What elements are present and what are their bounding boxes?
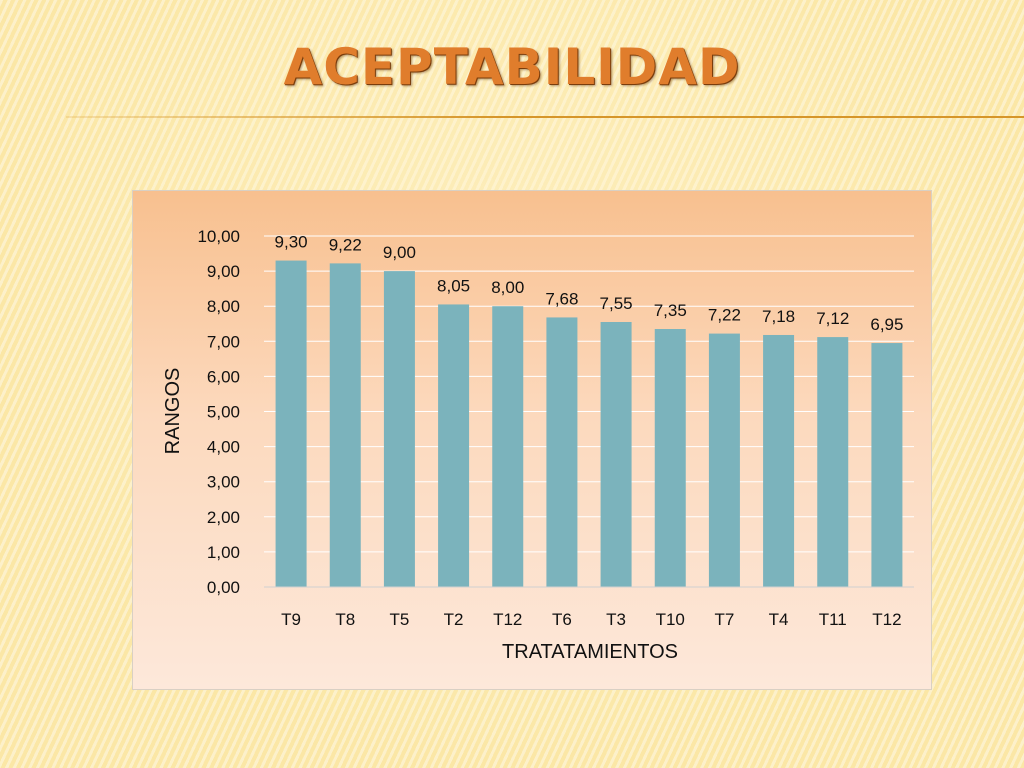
y-tick-label: 7,00 (207, 332, 240, 351)
bar (438, 304, 470, 587)
x-tick-label: T6 (552, 610, 572, 629)
x-tick-label: T12 (872, 610, 901, 629)
x-tick-label: T3 (606, 610, 626, 629)
x-tick-label: T12 (493, 610, 522, 629)
y-tick-label: 9,00 (207, 262, 240, 281)
data-label: 6,95 (870, 315, 903, 334)
bar (708, 333, 740, 587)
y-axis-title: RANGOS (162, 368, 184, 455)
x-axis-ticks: T9 T8 T5 T2 T12 T6 T3 T10 T7 T4 T11 T12 (281, 610, 901, 629)
y-tick-label: 6,00 (207, 367, 240, 386)
bar (600, 321, 632, 587)
data-label: 7,22 (708, 306, 741, 325)
data-label: 7,18 (762, 307, 795, 326)
bar (763, 334, 795, 587)
x-tick-label: T5 (389, 610, 409, 629)
bar (546, 317, 578, 587)
y-tick-label: 10,00 (197, 227, 240, 246)
y-tick-label: 2,00 (207, 508, 240, 527)
data-label: 8,00 (491, 278, 524, 297)
data-label: 9,22 (329, 235, 362, 254)
x-tick-label: T11 (819, 610, 847, 629)
y-tick-label: 0,00 (207, 578, 240, 597)
data-label: 7,12 (816, 309, 849, 328)
data-label: 7,55 (600, 294, 633, 313)
bar (329, 263, 361, 587)
data-label: 9,30 (275, 233, 308, 252)
data-labels: 9,30 9,22 9,00 8,05 8,00 7,68 7,55 7,35 7,22 7,18… (275, 233, 904, 334)
y-tick-label: 1,00 (207, 543, 240, 562)
y-axis-ticks: 0,00 1,00 2,00 3,00 4,00 5,00 6,00 7,00 8,00 9,00… (197, 227, 240, 597)
y-tick-label: 4,00 (207, 438, 240, 457)
bars (275, 260, 903, 587)
x-tick-label: T2 (444, 610, 464, 629)
y-tick-label: 3,00 (207, 473, 240, 492)
bar (275, 260, 307, 587)
x-tick-label: T9 (281, 610, 301, 629)
bar (383, 271, 415, 587)
data-label: 8,05 (437, 276, 470, 295)
bar-chart: 9,30 9,22 9,00 8,05 8,00 7,68 7,55 7,35 7,22 7,18… (162, 227, 914, 663)
gridlines (264, 235, 914, 553)
chart-panel: 9,30 9,22 9,00 8,05 8,00 7,68 7,55 7,35 7,22 7,18… (132, 190, 932, 690)
x-tick-label: T10 (656, 610, 685, 629)
bar (492, 306, 524, 587)
bar (654, 329, 686, 587)
x-tick-label: T8 (335, 610, 355, 629)
x-axis-title: TRATATAMIENTOS (502, 641, 678, 663)
bar (817, 337, 849, 587)
x-tick-label: T7 (714, 610, 734, 629)
data-label: 9,00 (383, 243, 416, 262)
y-tick-label: 8,00 (207, 297, 240, 316)
y-tick-label: 5,00 (207, 403, 240, 422)
data-label: 7,68 (545, 289, 578, 308)
slide-title: ACEPTABILIDAD (283, 38, 741, 96)
title-divider (66, 116, 1024, 118)
x-tick-label: T4 (769, 610, 789, 629)
bar (871, 343, 903, 587)
data-label: 7,35 (654, 301, 687, 320)
